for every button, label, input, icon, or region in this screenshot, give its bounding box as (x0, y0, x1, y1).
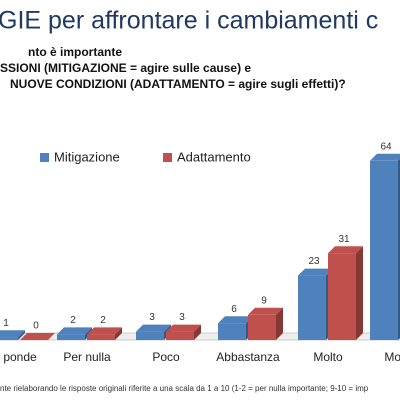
value-label: 31 (338, 234, 350, 245)
subtitle-line: SSIONI (MITIGAZIONE = agire sulle cause)… (0, 61, 251, 75)
bar (298, 268, 333, 340)
bar (136, 324, 171, 340)
bar (248, 307, 283, 340)
bar (20, 333, 55, 340)
bar (218, 316, 253, 340)
slide-title: GIE per affrontare i cambiamenti c (0, 7, 378, 35)
value-label: 9 (261, 295, 267, 306)
subtitle-line: NUOVE CONDIZIONI (ADATTAMENTO = agire su… (10, 77, 346, 91)
value-label: 0 (33, 321, 39, 332)
x-tick-label: ponde (3, 350, 37, 364)
value-label: 64 (380, 141, 392, 152)
x-tick-label: Molto (313, 350, 343, 364)
value-label: 2 (100, 315, 106, 326)
bar (166, 324, 201, 340)
x-tick-label: Poco (152, 350, 180, 364)
value-label: 2 (70, 315, 76, 326)
bar (57, 327, 92, 340)
value-label: 23 (308, 256, 320, 267)
bar (370, 153, 400, 340)
legend-swatch (163, 153, 172, 162)
footnote: nte rielaborando le risposte originali r… (0, 384, 369, 393)
value-label: 3 (149, 312, 155, 323)
x-tick-label: Abbastanza (216, 350, 280, 364)
legend-swatch (40, 153, 49, 162)
bar (87, 327, 122, 340)
value-label: 3 (179, 312, 185, 323)
bar (0, 330, 25, 340)
legend-label: Adattamento (177, 149, 251, 164)
subtitle-line: nto è importante (28, 45, 122, 59)
value-label: 6 (231, 304, 237, 315)
x-tick-label: Moltis (384, 350, 400, 364)
x-tick-label: Per nulla (63, 350, 111, 364)
legend-label: Mitigazione (54, 149, 120, 164)
value-label: 1 (3, 318, 9, 329)
bar (328, 246, 363, 340)
